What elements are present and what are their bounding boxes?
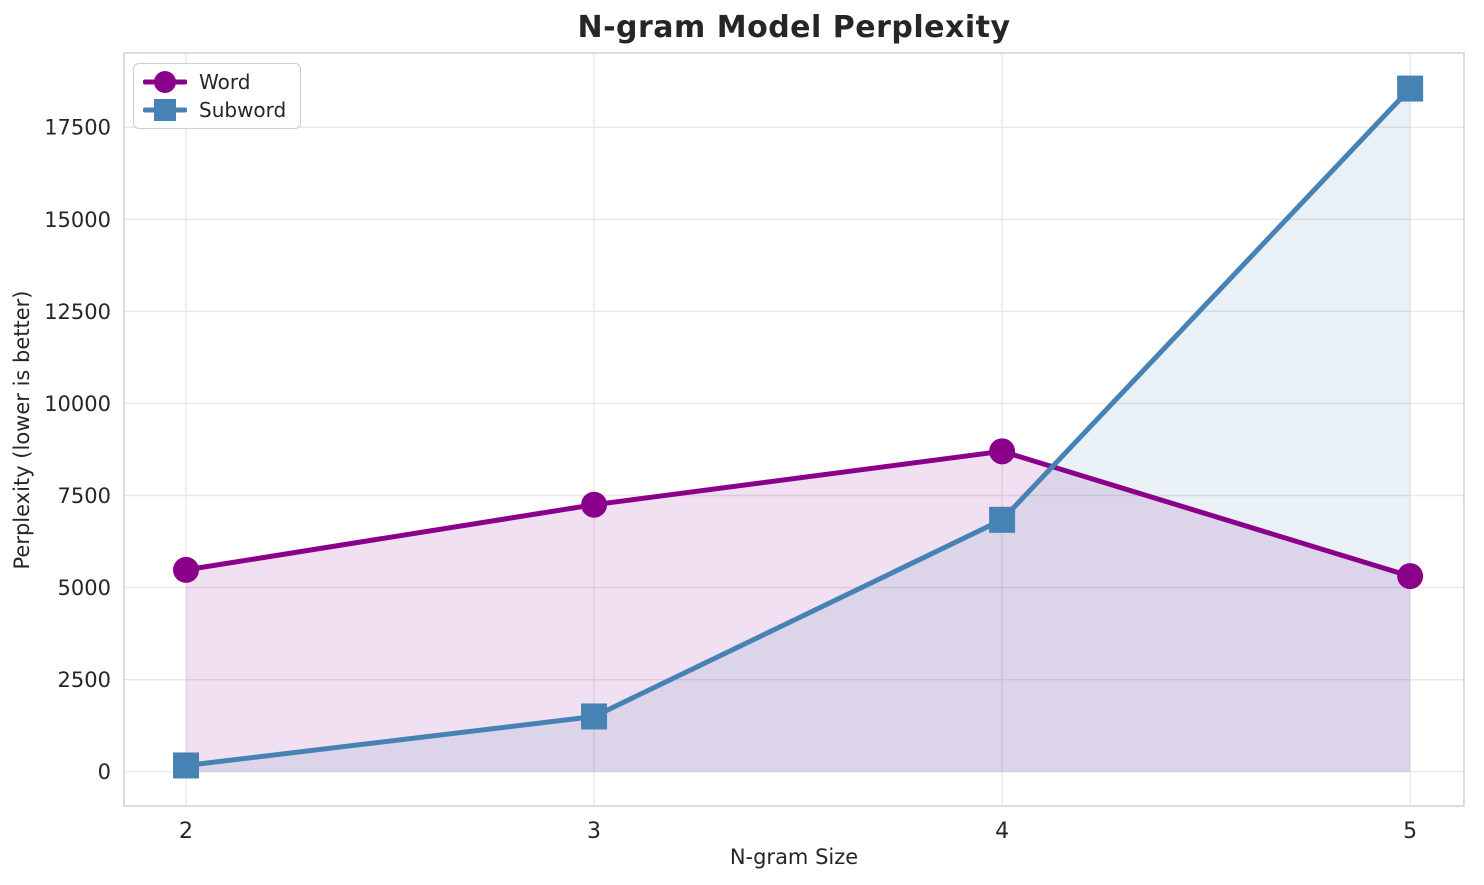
data-point-subword-2 [173,752,200,779]
data-point-subword-3 [581,703,608,730]
legend: Word Subword [133,63,302,129]
legend-item-subword: Subword [143,96,286,124]
y-tick-7500: 7500 [58,484,111,508]
y-axis-label: Perplexity (lower is better) [10,290,34,570]
data-point-subword-4 [989,506,1016,533]
legend-label-word: Word [199,70,251,94]
y-tick-10000: 10000 [44,392,111,416]
x-tick-2: 2 [179,819,193,844]
area-fill-subword [186,88,1411,772]
legend-item-word: Word [143,68,286,96]
plot-border [123,52,1465,807]
x-axis-label: N-gram Size [729,845,859,869]
legend-label-subword: Subword [199,98,287,122]
x-tick-4: 4 [995,819,1009,844]
line-word [183,448,1413,579]
area-fill-word [186,451,1411,772]
data-point-word-3 [581,491,608,518]
y-tick-12500: 12500 [44,300,111,324]
y-tick-5000: 5000 [58,576,111,600]
data-point-word-2 [173,556,200,583]
x-tick-labels: 2 3 4 5 [179,819,1417,844]
y-tick-0: 0 [98,760,111,784]
data-point-word-5 [1397,563,1424,590]
data-point-subword-5 [1397,75,1424,102]
x-tick-3: 3 [587,819,601,844]
y-tick-2500: 2500 [58,668,111,692]
word-line-marker-icon [143,71,187,93]
y-tick-17500: 17500 [44,116,111,140]
line-subword [183,86,1413,768]
data-point-word-4 [989,438,1016,465]
chart-title: N-gram Model Perplexity [577,10,1011,45]
gridlines [124,53,1464,806]
y-tick-15000: 15000 [44,208,111,232]
subword-line-marker-icon [143,99,187,121]
x-tick-5: 5 [1403,819,1417,844]
y-tick-labels: 0 2500 5000 7500 10000 12500 15000 17500 [44,116,111,784]
